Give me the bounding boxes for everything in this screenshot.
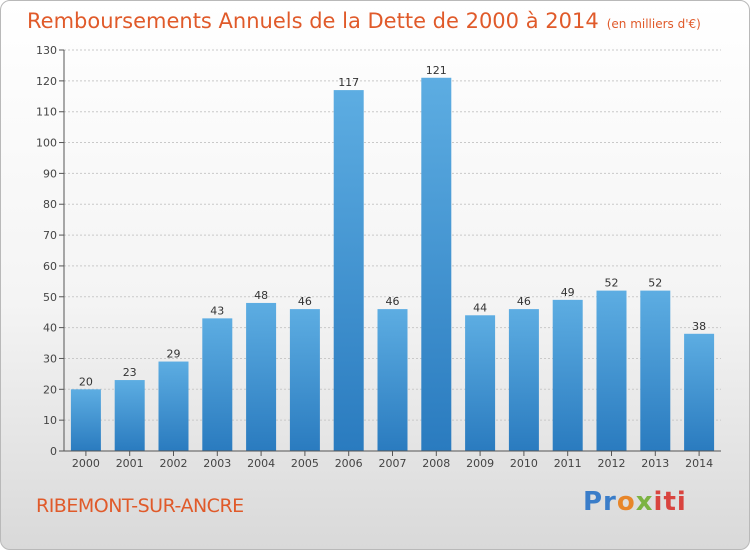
bar-2014 <box>684 333 715 451</box>
bar-2000 <box>70 389 101 451</box>
logo-part-2: o <box>616 487 636 517</box>
y-tick-label-30: 30 <box>43 352 57 365</box>
x-tick-label-2007: 2007 <box>379 457 407 470</box>
bar-2008 <box>421 77 452 451</box>
value-label-2012: 52 <box>605 277 619 290</box>
y-tick-label-20: 20 <box>43 383 57 396</box>
bar-2009 <box>465 315 496 451</box>
bar-2004 <box>246 302 277 451</box>
x-tick-label-2006: 2006 <box>335 457 363 470</box>
value-label-2005: 46 <box>298 295 312 308</box>
x-tick-label-2002: 2002 <box>160 457 188 470</box>
chart-title: Remboursements Annuels de la Dette de 20… <box>27 9 701 33</box>
bar-2012 <box>596 290 627 451</box>
bar-2013 <box>640 290 671 451</box>
value-label-2011: 49 <box>561 286 575 299</box>
x-tick-label-2008: 2008 <box>422 457 450 470</box>
bar-2011 <box>552 299 583 451</box>
logo-part-4: iti <box>653 487 687 517</box>
value-label-2013: 52 <box>648 277 662 290</box>
y-tick-label-130: 130 <box>36 44 57 57</box>
value-label-2006: 117 <box>338 76 359 89</box>
x-tick-label-2010: 2010 <box>510 457 538 470</box>
y-axis: 0 10 20 30 40 50 60 70 80 90 100 110 120 130 <box>36 44 65 458</box>
value-label-2003: 43 <box>210 304 224 317</box>
y-tick-label-60: 60 <box>43 260 57 273</box>
bar-2005 <box>289 309 320 451</box>
bar-2006 <box>333 90 364 451</box>
value-label-2000: 20 <box>79 375 93 388</box>
y-tick-label-50: 50 <box>43 291 57 304</box>
value-label-2010: 46 <box>517 295 531 308</box>
logo-part-1: Pr <box>583 487 617 517</box>
y-tick-label-0: 0 <box>50 445 57 458</box>
value-label-2008: 121 <box>426 64 447 77</box>
chart-title-text: Remboursements Annuels de la Dette de 20… <box>27 9 599 33</box>
bar-2007 <box>377 309 408 451</box>
x-axis: 2000 2001 2002 2003 2004 2005 2006 2007 2008 2009… <box>64 450 721 470</box>
city-name: RIBEMONT-SUR-ANCRE <box>36 495 244 517</box>
chart-unit-note: (en milliers d'€) <box>606 17 701 31</box>
bars: 20 23 29 43 48 46 117 46 121 44 46 49 52 52 38 <box>70 64 715 451</box>
proxiti-logo: Proxiti <box>583 487 687 517</box>
value-label-2004: 48 <box>254 289 268 302</box>
bar-2002 <box>158 361 189 451</box>
x-tick-label-2011: 2011 <box>554 457 582 470</box>
value-label-2001: 23 <box>123 366 137 379</box>
x-tick-label-2014: 2014 <box>685 457 713 470</box>
y-tick-label-110: 110 <box>36 106 57 119</box>
y-tick-label-120: 120 <box>36 75 57 88</box>
x-tick-label-2012: 2012 <box>598 457 626 470</box>
logo-part-3: x <box>635 487 654 517</box>
x-tick-label-2009: 2009 <box>466 457 494 470</box>
bar-2003 <box>202 318 233 451</box>
x-tick-label-2001: 2001 <box>116 457 144 470</box>
y-tick-label-80: 80 <box>43 198 57 211</box>
x-tick-label-2005: 2005 <box>291 457 319 470</box>
x-tick-label-2013: 2013 <box>641 457 669 470</box>
value-label-2014: 38 <box>692 320 706 333</box>
y-tick-label-100: 100 <box>36 137 57 150</box>
value-label-2002: 29 <box>167 348 181 361</box>
x-tick-label-2003: 2003 <box>203 457 231 470</box>
y-tick-label-70: 70 <box>43 229 57 242</box>
x-tick-label-2004: 2004 <box>247 457 275 470</box>
x-tick-label-2000: 2000 <box>72 457 100 470</box>
bar-2001 <box>114 380 145 451</box>
value-label-2009: 44 <box>473 301 487 314</box>
y-tick-label-90: 90 <box>43 167 57 180</box>
y-tick-label-40: 40 <box>43 322 57 335</box>
bar-2010 <box>508 309 539 451</box>
y-tick-label-10: 10 <box>43 414 57 427</box>
value-label-2007: 46 <box>386 295 400 308</box>
